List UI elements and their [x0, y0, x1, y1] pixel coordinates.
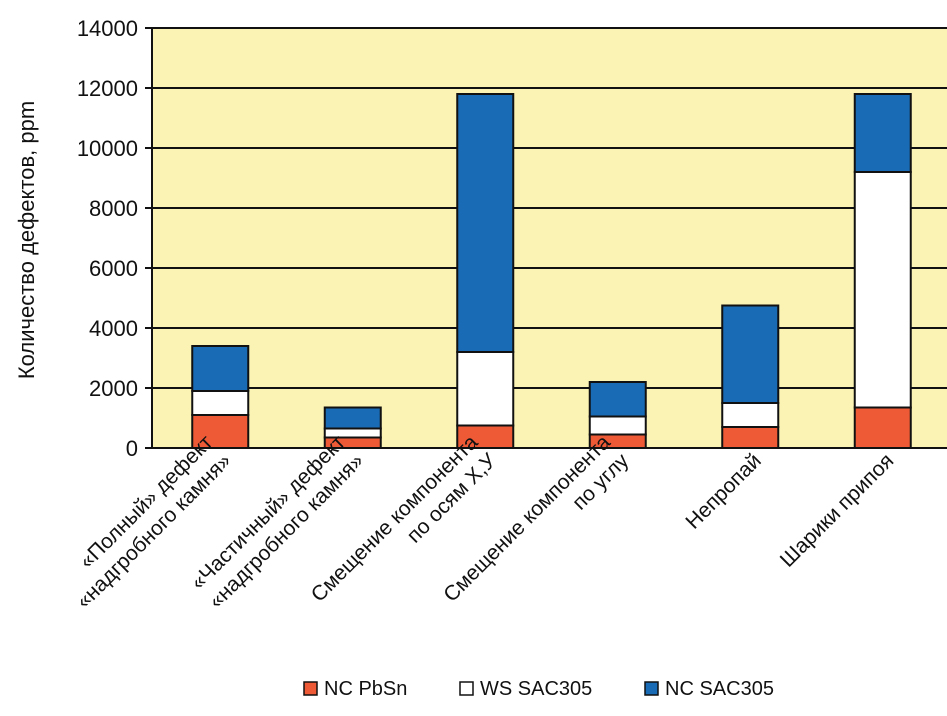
- legend-swatch: [459, 681, 474, 696]
- y-tick-label: 8000: [89, 196, 138, 221]
- bar-segment-nc-sac305: [588, 381, 647, 418]
- legend-label: NC SAC305: [665, 678, 774, 700]
- bar-segment-ws-sac305: [456, 351, 515, 427]
- category-label-line: «Частичный» дефект: [187, 431, 351, 595]
- bar-segment-nc-pbsn: [721, 426, 780, 449]
- bar-segment-ws-sac305: [853, 171, 912, 409]
- category-label-line: «надгробного камня»: [72, 449, 236, 613]
- bar-stack: [191, 345, 250, 449]
- bar-segment-nc-sac305: [721, 304, 780, 404]
- legend-label: WS SAC305: [480, 678, 592, 700]
- bar-segment-nc-sac305: [191, 345, 250, 392]
- legend-label: NC PbSn: [324, 678, 407, 700]
- y-tick-label: 12000: [77, 76, 138, 101]
- legend-item: NC SAC305: [644, 678, 774, 700]
- y-axis-title: Количество дефектов, ppm: [14, 101, 39, 379]
- legend-swatch: [303, 681, 318, 696]
- bar-stack: [456, 93, 515, 449]
- y-tick-label: 10000: [77, 136, 138, 161]
- x-category-labels: «Полный» дефект«надгробного камня»«Части…: [72, 431, 899, 613]
- bar-segment-nc-pbsn: [853, 406, 912, 449]
- bar-stack: [721, 304, 780, 449]
- plot-background: [152, 28, 947, 448]
- category-label-line: «надгробного камня»: [204, 449, 368, 613]
- bar-segment-nc-sac305: [323, 406, 382, 430]
- bar-stack: [853, 93, 912, 449]
- y-tick-label: 2000: [89, 376, 138, 401]
- y-tick-label: 14000: [77, 16, 138, 41]
- category-label: Шарики припоя: [776, 449, 899, 572]
- bar-segment-nc-sac305: [853, 93, 912, 173]
- bars: [191, 93, 912, 449]
- category-label: Непропай: [681, 449, 765, 533]
- legend-item: NC PbSn: [303, 678, 407, 700]
- y-tick-label: 6000: [89, 256, 138, 281]
- legend-swatch: [644, 681, 659, 696]
- legend-item: WS SAC305: [459, 678, 592, 700]
- category-label-line: Шарики припоя: [776, 449, 899, 572]
- legend: NC PbSn WS SAC305 NC SAC305: [303, 678, 774, 700]
- grid-lines: [145, 27, 947, 449]
- category-label-line: Непропай: [681, 449, 765, 533]
- y-tick-label: 0: [126, 436, 138, 461]
- y-tick-label: 4000: [89, 316, 138, 341]
- bar-segment-ws-sac305: [191, 390, 250, 416]
- y-tick-labels: 0 2000 4000 6000 8000 10000 12000 14000: [77, 16, 138, 461]
- bar-segment-nc-sac305: [456, 93, 515, 353]
- bar-stack: [588, 381, 647, 449]
- bar-segment-ws-sac305: [721, 402, 780, 428]
